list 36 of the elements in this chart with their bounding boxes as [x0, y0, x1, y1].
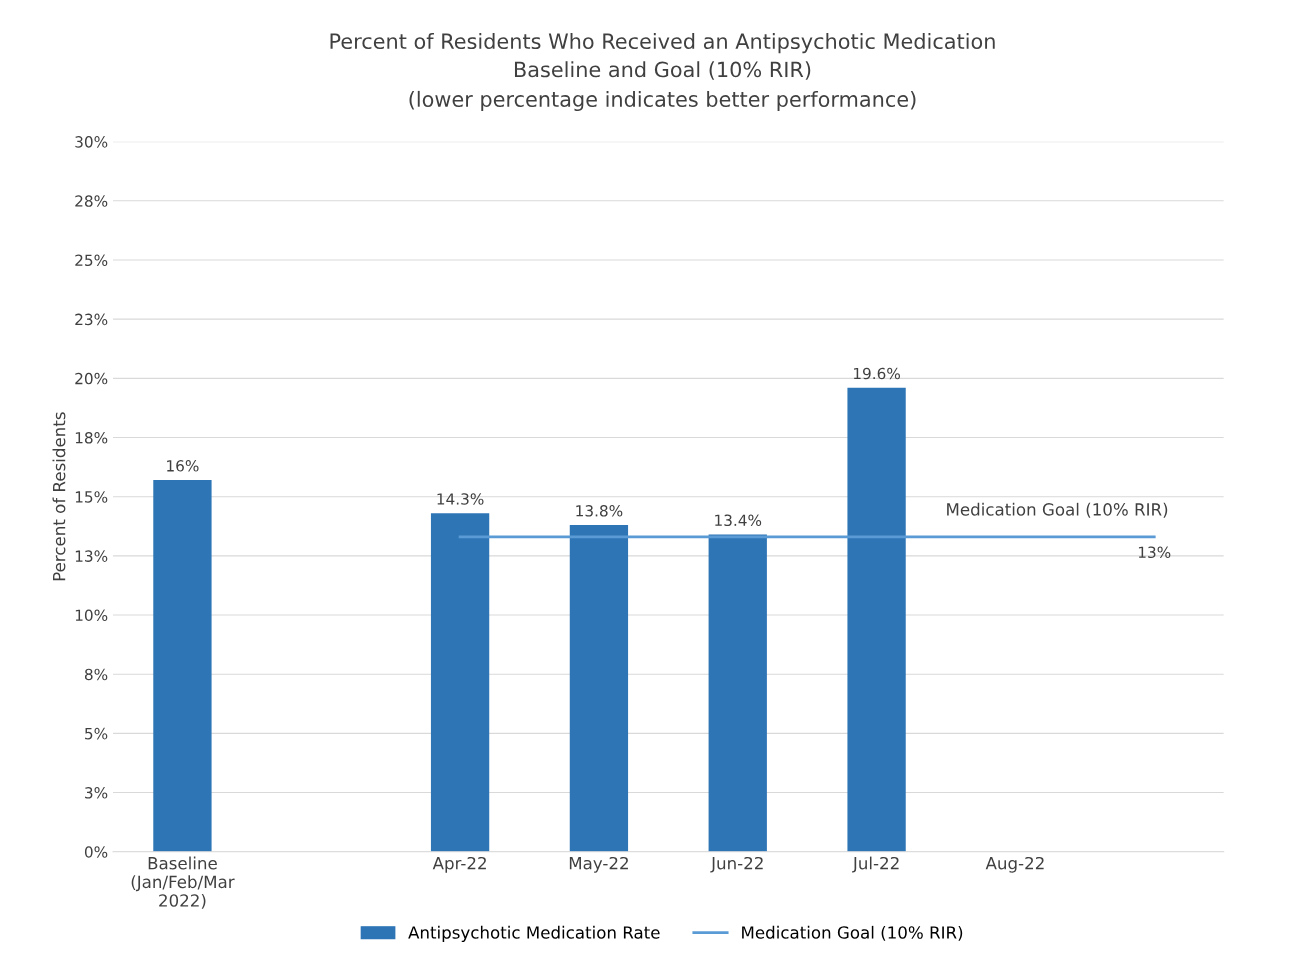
bar [708, 534, 767, 852]
y-tick-label: 13% [75, 550, 108, 562]
chart-subtitle: Baseline and Goal (10% RIR) (lower percentage indicates better performance) [409, 61, 916, 112]
y-tick-label: 10% [75, 609, 108, 622]
y-tick-label: 23% [75, 313, 108, 326]
x-tick-label: Jun-22 [710, 856, 763, 873]
legend-label: Antipsychotic Medication Rate [408, 925, 660, 942]
data-label: 13% [1138, 546, 1171, 559]
x-tick-label: Aug-22 [985, 856, 1044, 873]
data-label: 16% [167, 460, 199, 472]
y-tick-label: 30% [75, 136, 108, 148]
data-label: 14.3% [437, 493, 484, 505]
y-tick-label: 0% [84, 846, 108, 858]
bar [430, 513, 490, 852]
bar [569, 525, 629, 852]
x-tick-label: Baseline (Jan/Feb/Mar 2022) [131, 856, 235, 909]
y-tick-label: 5% [85, 727, 108, 740]
x-tick-label: May-22 [569, 856, 628, 873]
y-axis-title: Percent of Residents [52, 412, 66, 581]
bar [847, 387, 906, 852]
data-label: 13.4% [715, 514, 762, 527]
chart-title: Percent of Residents Who Received an Antipsychotic Medication [330, 32, 995, 54]
y-tick-label: 25% [75, 254, 108, 267]
y-tick-label: 15% [75, 491, 108, 503]
legend-label: Medication Goal (10% RIR) [742, 925, 963, 941]
x-tick-label: Apr-22 [432, 856, 486, 873]
y-tick-label: 28% [75, 195, 108, 207]
x-tick-label: Jul-22 [852, 856, 899, 873]
data-label: 19.6% [853, 367, 901, 380]
y-tick-label: 3% [85, 787, 108, 799]
y-tick-label: 8% [84, 668, 108, 681]
y-tick-label: 20% [75, 372, 108, 385]
annotation: Medication Goal (10% RIR) [947, 502, 1168, 518]
bar [153, 480, 212, 852]
y-tick-label: 18% [75, 431, 108, 444]
data-label: 13.8% [576, 505, 623, 517]
